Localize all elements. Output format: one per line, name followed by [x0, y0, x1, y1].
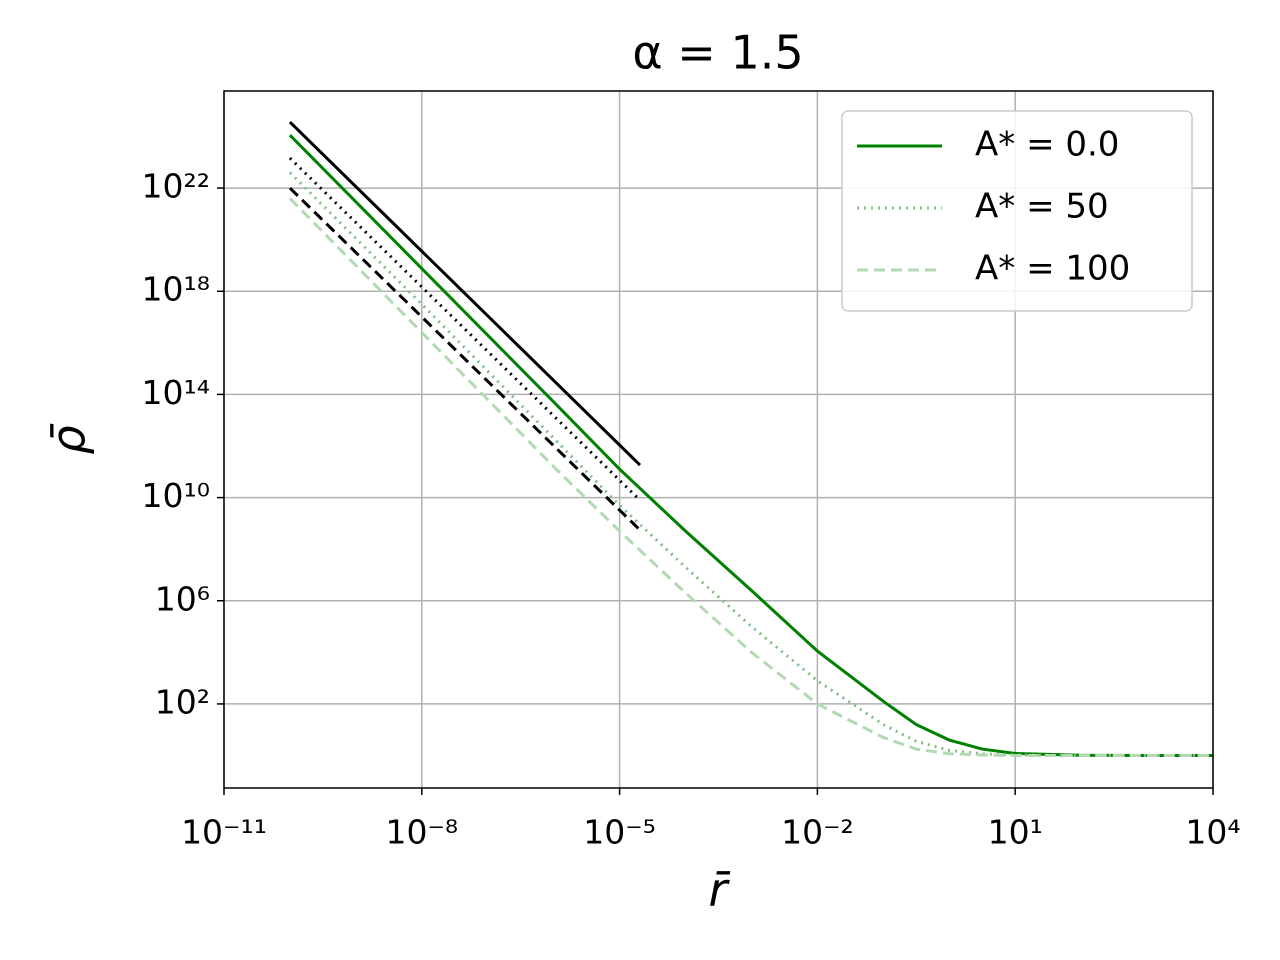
legend-box [841, 110, 1193, 312]
x-tick-label: 10⁻⁵ [583, 813, 656, 852]
data-line [288, 120, 642, 467]
y-tick-label: 10² [155, 682, 210, 721]
data-line [288, 134, 1213, 758]
y-tick-label: 10¹⁰ [142, 476, 210, 515]
x-tick-label: 10¹ [988, 813, 1043, 852]
legend-label: A* = 0.0 [975, 125, 1119, 165]
y-axis-label: ρ̄ [42, 423, 96, 454]
chart-title: α = 1.5 [632, 26, 803, 80]
legend-label: A* = 50 [975, 187, 1109, 227]
data-line [288, 186, 642, 532]
y-tick-label: 10¹⁴ [142, 373, 210, 412]
data-line [288, 157, 642, 502]
x-tick-label: 10⁻¹¹ [181, 813, 267, 852]
y-tick-label: 10¹⁸ [142, 270, 210, 309]
x-axis-label: r̄ [709, 863, 731, 917]
x-tick-label: 10⁻⁸ [385, 813, 458, 852]
plot-frame [223, 90, 1214, 789]
data-line [288, 197, 1213, 758]
y-tick-label: 10⁶ [155, 579, 210, 618]
y-tick-label: 10²² [142, 167, 210, 206]
data-line [288, 171, 1213, 758]
x-tick-label: 10⁻² [781, 813, 854, 852]
legend-label: A* = 100 [975, 249, 1130, 289]
x-tick-label: 10⁴ [1185, 813, 1240, 852]
